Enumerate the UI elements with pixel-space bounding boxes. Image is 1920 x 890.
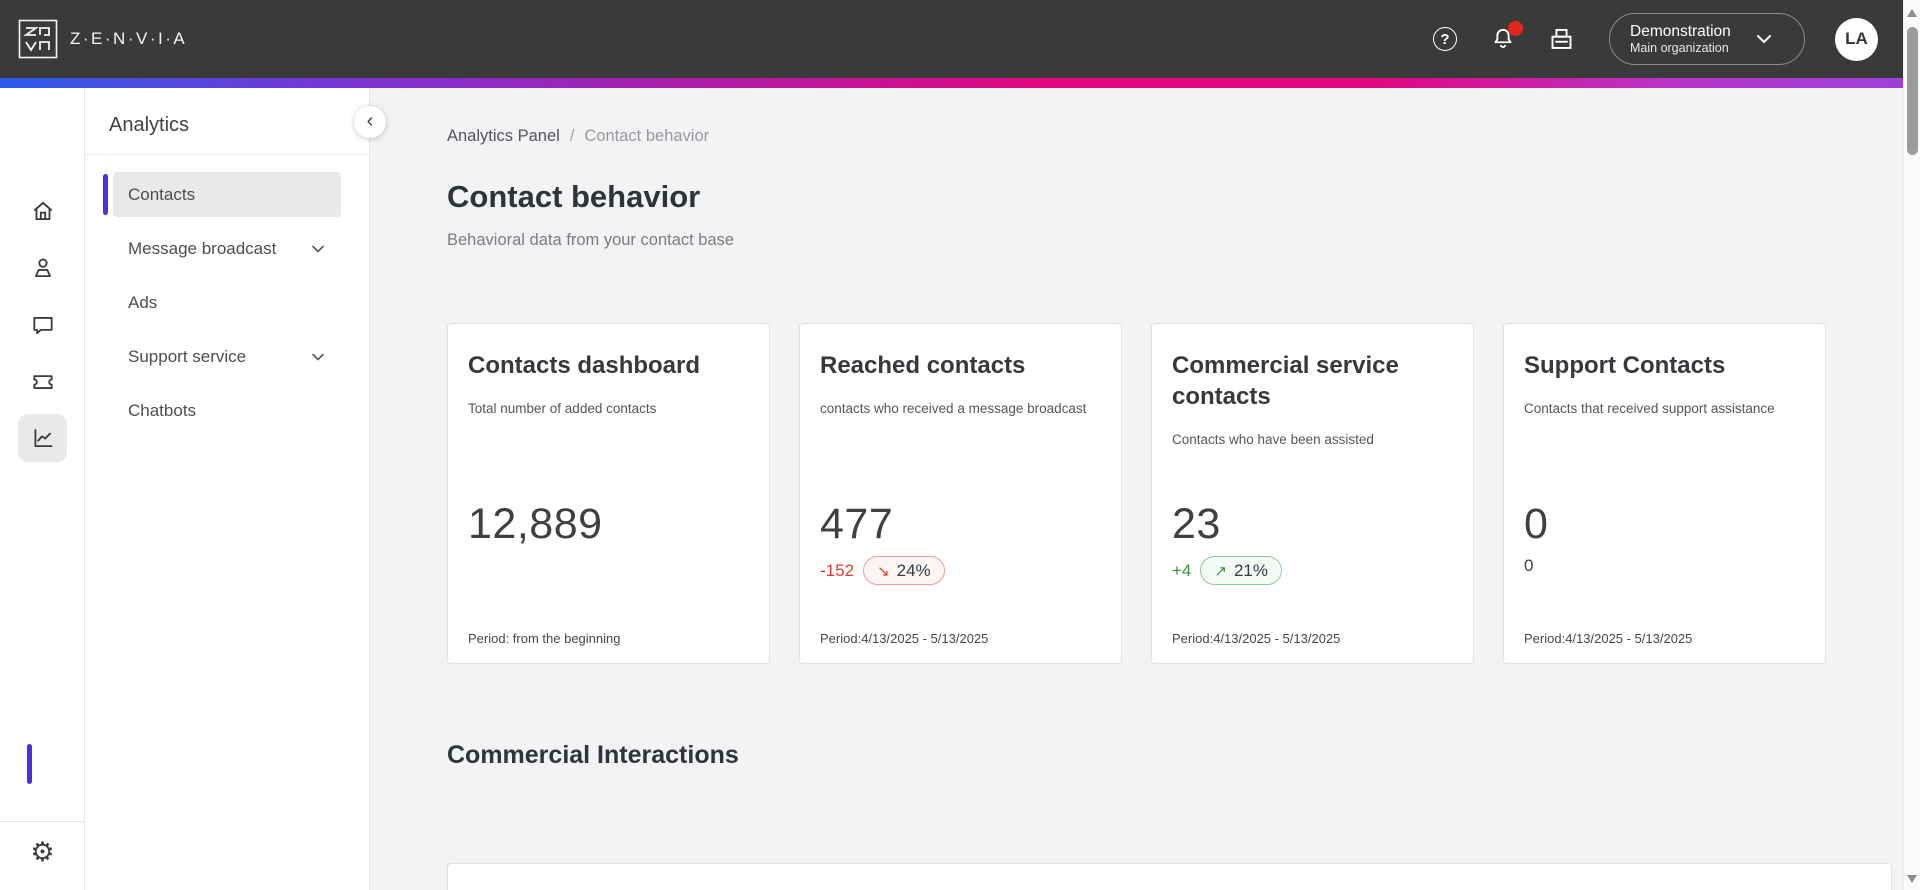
chevron-down-icon [1753,28,1775,50]
card-secondary-value: 0 [1524,556,1534,575]
print-button[interactable] [1547,25,1575,53]
card-value: 0 [1524,500,1549,548]
trend-up-icon: ↗ [1214,562,1227,580]
sidebar-item-label: Ads [128,292,158,312]
section-title-commercial-interactions: Commercial Interactions [447,741,739,769]
main-content: Analytics Panel / Contact behavior Conta… [370,88,1903,890]
analytics-sidebar: Analytics Contacts Message broadcast Ads… [85,88,370,890]
sidebar-item-label: Chatbots [128,400,197,420]
brand-name: Z·E·N·V·I·A [70,29,188,48]
sidebar-collapse-button[interactable]: ‹ [354,106,386,138]
top-header: Z·E·N·V·I·A ? Demo [0,0,1903,78]
trend-badge: ↘ 24% [863,556,945,585]
card-description: Contacts that received support assistanc… [1524,401,1775,416]
organization-name: Demonstration [1630,22,1731,40]
card-title: Support Contacts [1524,352,1726,379]
person-icon [34,258,51,278]
card-title: Reached contacts [820,352,1026,379]
nav-contacts[interactable] [18,244,67,292]
sidebar-item-chatbots[interactable]: Chatbots [113,388,341,433]
delta-value: -152 [820,560,855,580]
sidebar-item-label: Message broadcast [128,238,277,258]
chevron-down-icon [312,245,324,252]
help-icon: ? [1433,27,1457,51]
card-delta-row: -152 ↘ 24% [820,556,945,585]
nav-rail: ⚙ [0,88,85,890]
card-description: Contacts who have been assisted [1172,432,1374,447]
card-title: Commercial service contacts [1172,352,1399,410]
breadcrumb-parent-link[interactable]: Analytics Panel [447,127,560,145]
nav-home[interactable] [18,187,67,235]
notifications-button[interactable] [1489,21,1523,53]
chevron-down-icon [312,353,324,360]
card-value: 23 [1172,500,1221,548]
organization-subtitle: Main organization [1630,40,1729,55]
sidebar-title: Analytics [109,114,190,136]
breadcrumb: Analytics Panel / Contact behavior [447,127,1903,146]
gear-icon: ⚙ [30,836,55,867]
card-value: 477 [820,500,894,548]
card-period: Period:4/13/2025 - 5/13/2025 [820,631,989,646]
sidebar-item-label: Contacts [128,184,196,204]
printer-icon [1551,28,1571,49]
zenvia-logo-icon[interactable] [18,19,58,59]
page-subtitle: Behavioral data from your contact base [447,231,735,249]
brand-gradient-bar [0,78,1903,88]
sidebar-item-contacts[interactable]: Contacts [103,172,341,217]
sidebar-item-label: Support service [128,346,247,366]
chat-icon [32,317,53,335]
rail-divider [0,821,85,822]
breadcrumb-current: Contact behavior [584,127,710,145]
card-period: Period: from the beginning [468,631,621,646]
card-value: 12,889 [468,500,603,548]
organization-switcher[interactable]: Demonstration Main organization [1609,13,1805,65]
commercial-interactions-card [447,863,1892,890]
nav-analytics[interactable] [18,414,67,784]
nav-tickets[interactable] [18,357,67,405]
card-contacts-dashboard: Contacts dashboard Total number of added… [447,323,770,664]
trend-percent: 24% [896,560,931,580]
kpi-cards-row: Contacts dashboard Total number of added… [447,323,1903,664]
delta-value: +4 [1172,560,1192,580]
card-description: Total number of added contacts [468,401,657,416]
ticket-icon [32,375,53,389]
sidebar-item-message-broadcast[interactable]: Message broadcast [113,226,341,271]
notification-badge [1508,21,1523,36]
header-actions: ? Demonstration Main organiza [1401,13,1878,65]
card-commercial-service-contacts: Commercial service contacts Contacts who… [1151,323,1474,664]
sidebar-item-support-service[interactable]: Support service [113,334,341,379]
chevron-left-icon: ‹ [366,110,374,132]
page-title: Contact behavior [447,179,701,214]
help-button[interactable]: ? [1431,25,1459,53]
breadcrumb-separator: / [569,127,575,145]
home-icon [33,201,52,221]
active-indicator [103,174,108,215]
card-delta-row: +4 ↗ 21% [1172,556,1282,585]
active-indicator [27,744,32,784]
bell-icon [1494,28,1512,49]
scrollbar-thumb[interactable] [1907,27,1918,155]
sidebar-menu: Contacts Message broadcast Ads Support s… [85,155,369,433]
chart-icon [33,428,53,448]
nav-conversations[interactable] [18,301,67,349]
page-scrollbar[interactable] [1903,0,1920,890]
card-reached-contacts: Reached contacts contacts who received a… [799,323,1122,664]
trend-badge: ↗ 21% [1200,556,1282,585]
scroll-down-arrow-icon[interactable] [1907,875,1917,883]
card-support-contacts: Support Contacts Contacts that received … [1503,323,1826,664]
user-avatar[interactable]: LA [1835,17,1878,61]
trend-percent: 21% [1233,560,1268,580]
sidebar-item-ads[interactable]: Ads [113,280,341,325]
card-period: Period:4/13/2025 - 5/13/2025 [1524,631,1693,646]
card-period: Period:4/13/2025 - 5/13/2025 [1172,631,1341,646]
card-description: contacts who received a message broadcas… [820,401,1087,416]
card-title: Contacts dashboard [468,352,701,379]
trend-down-icon: ↘ [877,562,890,580]
scroll-up-arrow-icon[interactable] [1907,9,1917,17]
nav-settings[interactable]: ⚙ [18,828,67,876]
